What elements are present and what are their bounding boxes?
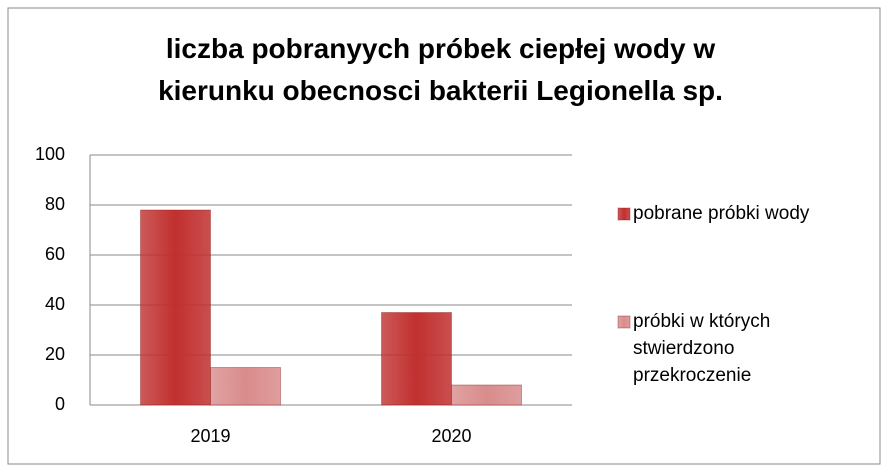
- legend-label: próbki w których stwierdzono przekroczen…: [633, 311, 771, 386]
- legend-label: pobrane próbki wody: [633, 203, 810, 224]
- legend-swatch: [617, 207, 631, 221]
- y-tick-label: 20: [45, 344, 65, 364]
- y-tick-label: 0: [55, 394, 65, 414]
- bar: [140, 209, 211, 406]
- y-tick-label: 60: [45, 244, 65, 264]
- bar: [381, 312, 452, 406]
- y-tick-label: 40: [45, 294, 65, 314]
- x-tick-label: 2019: [190, 426, 230, 446]
- bar: [451, 384, 522, 406]
- chart-title: liczba pobranyych próbek ciepłej wody w …: [158, 33, 723, 106]
- x-tick-label: 2020: [431, 426, 471, 446]
- y-tick-label: 100: [35, 144, 65, 164]
- chart-border: [7, 7, 881, 465]
- y-tick-label: 80: [45, 194, 65, 214]
- legend-swatch: [617, 315, 631, 329]
- bar: [210, 367, 281, 406]
